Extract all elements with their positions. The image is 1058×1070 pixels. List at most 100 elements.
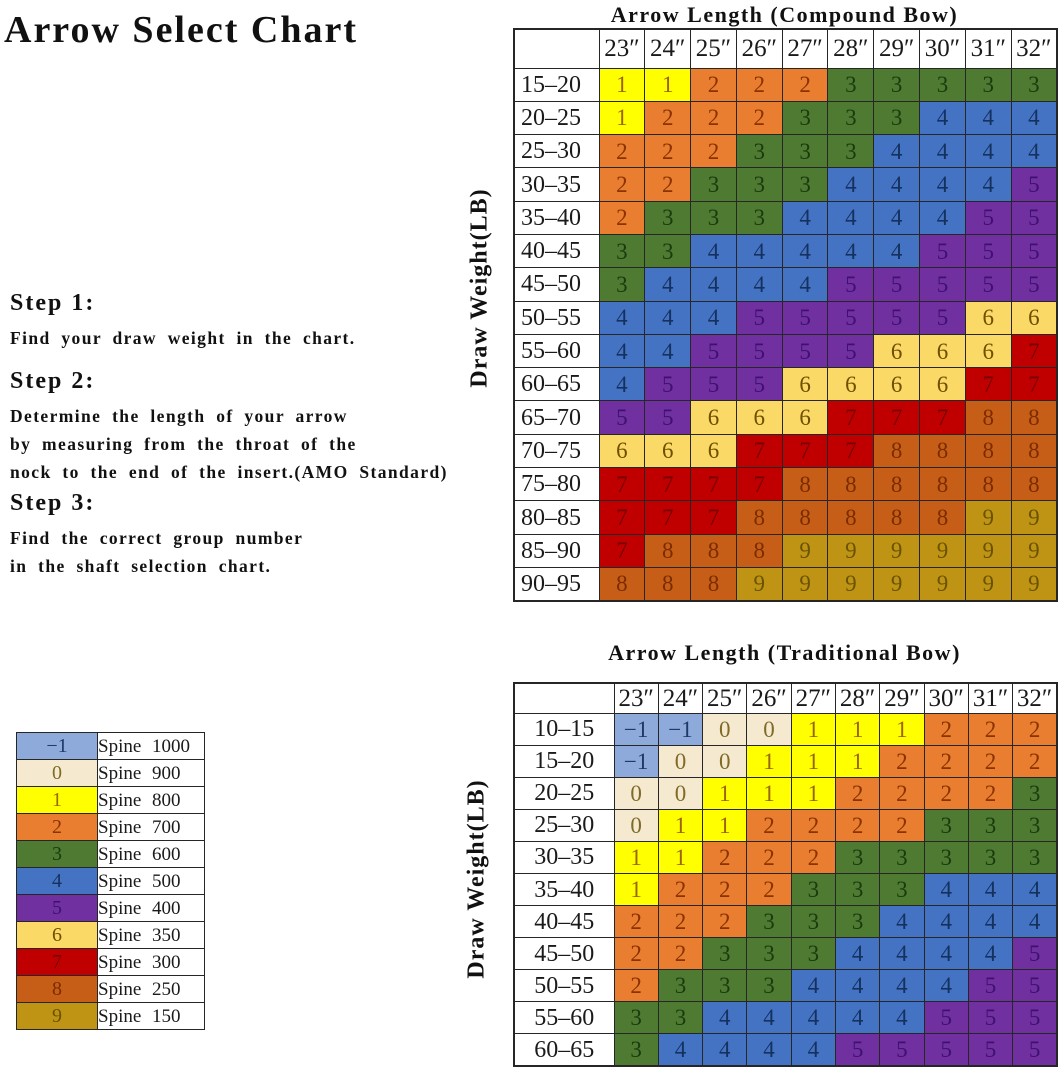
group-cell: 8 [781, 467, 829, 502]
group-cell: 3 [790, 905, 836, 939]
arrow-length-header-28in: 28″ [834, 682, 881, 714]
group-cell: 9 [827, 566, 875, 602]
draw-weight-label: 75–80 [513, 467, 600, 502]
group-cell: 4 [690, 267, 737, 302]
table-row: 20–25 0 0 1 1 1 2 2 2 2 3 [513, 776, 1058, 810]
table-row: 70–75 6 6 6 7 7 7 8 8 8 8 [513, 433, 1058, 469]
group-cell: 6 [1010, 300, 1058, 335]
arrow-length-header-24in: 24″ [644, 28, 692, 69]
group-cell: 0 [613, 776, 659, 810]
traditional-table: 23″ 24″ 25″ 26″ 27″ 28″ 29″ 30″ 31″ 32″ 10–15 −1 −1 0… [513, 682, 1058, 1068]
legend-label: Spine 600 [97, 840, 205, 868]
group-cell: 4 [690, 300, 737, 335]
group-cell: 3 [873, 100, 921, 136]
legend-row: 5 Spine 400 [16, 894, 205, 922]
group-cell: 7 [598, 533, 646, 568]
group-cell: 5 [690, 367, 737, 402]
group-cell: 1 [746, 744, 792, 778]
step-1-heading: Step 1: [10, 290, 96, 316]
group-cell: 7 [781, 433, 829, 469]
group-cell: 6 [644, 433, 692, 469]
group-cell: 2 [690, 134, 737, 169]
draw-weight-label: 20–25 [513, 100, 600, 136]
group-cell: 8 [964, 467, 1012, 502]
table-row: 15–20 1 1 2 2 2 3 3 3 3 3 [513, 67, 1058, 102]
group-cell: 6 [873, 367, 921, 402]
table-row: 60–65 3 4 4 4 4 5 5 5 5 5 [513, 1033, 1058, 1067]
group-cell: 2 [967, 712, 1014, 746]
group-cell: 0 [746, 712, 792, 746]
draw-weight-label: 60–65 [513, 367, 600, 402]
draw-weight-label: 45–50 [513, 937, 615, 971]
table-row: 10–15 −1 −1 0 0 1 1 1 2 2 2 [513, 712, 1058, 746]
group-cell: 4 [873, 200, 921, 235]
table-row: 50–55 4 4 4 5 5 5 5 5 6 6 [513, 300, 1058, 335]
legend-row: 6 Spine 350 [16, 921, 205, 949]
table-row: 15–20 −1 0 0 1 1 1 2 2 2 2 [513, 744, 1058, 778]
legend-row: 1 Spine 800 [16, 786, 205, 814]
group-cell: 5 [781, 300, 829, 335]
group-cell: 8 [873, 433, 921, 469]
table-row: 55–60 4 4 5 5 5 5 6 6 6 7 [513, 333, 1058, 369]
group-cell: 8 [919, 467, 966, 502]
arrow-length-header-23in: 23″ [598, 28, 646, 69]
spine-legend: −1 Spine 1000 0 Spine 900 1 Spine 800 2 Spine 7… [16, 732, 205, 1030]
group-cell: 8 [827, 500, 875, 535]
group-cell: 6 [873, 333, 921, 369]
group-cell: 4 [735, 233, 783, 269]
group-cell: 2 [613, 969, 659, 1003]
group-cell: 2 [657, 905, 704, 939]
group-cell: 2 [598, 200, 646, 235]
group-cell: 4 [827, 167, 875, 202]
step-2-text: by measuring from the throat of the [10, 434, 357, 454]
arrow-length-header-23in: 23″ [613, 682, 659, 714]
group-cell: 1 [790, 744, 836, 778]
arrow-length-header-25in: 25″ [690, 28, 737, 69]
arrow-length-header-32in: 32″ [1010, 28, 1058, 69]
compound-y-axis-label: Draw Weight(LB) [466, 188, 493, 388]
group-cell: 3 [746, 905, 792, 939]
group-cell: 1 [879, 712, 925, 746]
group-cell: 4 [923, 937, 969, 971]
group-cell: 3 [1012, 776, 1058, 810]
legend-swatch: 8 [16, 975, 98, 1003]
group-cell: 9 [781, 566, 829, 602]
table-row: 35–40 2 3 3 3 4 4 4 4 5 5 [513, 200, 1058, 235]
draw-weight-label: 25–30 [513, 808, 615, 842]
arrow-length-header-28in: 28″ [827, 28, 875, 69]
group-cell: 4 [873, 167, 921, 202]
group-cell: 2 [923, 712, 969, 746]
group-cell: 2 [834, 776, 881, 810]
group-cell: 5 [964, 200, 1012, 235]
legend-row: 4 Spine 500 [16, 867, 205, 895]
group-cell: 5 [690, 333, 737, 369]
table-row: 30–35 1 1 2 2 2 3 3 3 3 3 [513, 840, 1058, 874]
draw-weight-label: 50–55 [513, 300, 600, 335]
group-cell: 8 [735, 500, 783, 535]
group-cell: 5 [735, 333, 783, 369]
group-cell: 0 [613, 808, 659, 842]
arrow-length-header-27in: 27″ [781, 28, 829, 69]
group-cell: 1 [702, 808, 748, 842]
group-cell: 2 [967, 776, 1014, 810]
group-cell: 4 [827, 200, 875, 235]
group-cell: 5 [1012, 1001, 1058, 1035]
group-cell: 6 [964, 300, 1012, 335]
step-2-text: Determine the length of your arrow [10, 406, 348, 426]
group-cell: 0 [702, 712, 748, 746]
group-cell: 2 [1012, 712, 1058, 746]
group-cell: 4 [879, 905, 925, 939]
group-cell: 2 [781, 67, 829, 102]
group-cell: 3 [598, 267, 646, 302]
group-cell: 4 [879, 969, 925, 1003]
group-cell: 7 [827, 400, 875, 435]
group-cell: 3 [1010, 67, 1058, 102]
draw-weight-label: 35–40 [513, 200, 600, 235]
draw-weight-label: 55–60 [513, 1001, 615, 1035]
group-cell: 2 [613, 905, 659, 939]
group-cell: 3 [967, 808, 1014, 842]
arrow-length-header-29in: 29″ [873, 28, 921, 69]
group-cell: 2 [790, 840, 836, 874]
group-cell: 2 [967, 744, 1014, 778]
legend-label: Spine 400 [97, 894, 205, 922]
